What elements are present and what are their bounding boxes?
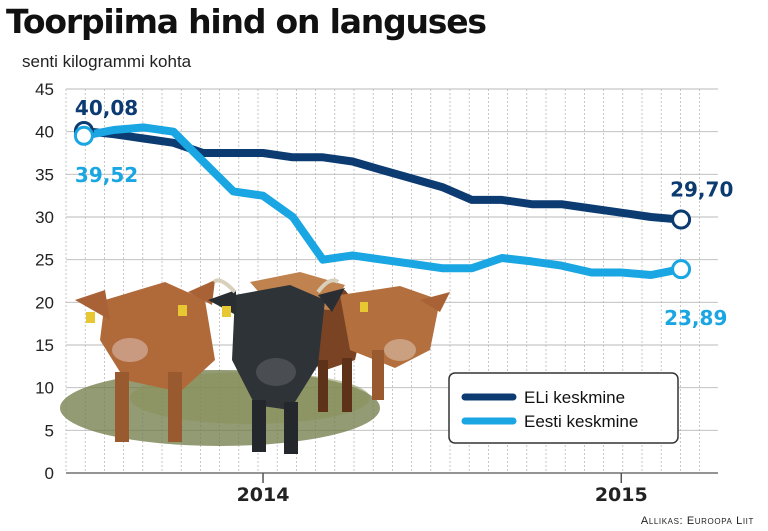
y-tick-label: 45: [35, 80, 54, 99]
series-marker: [73, 125, 94, 146]
series-lines: [79, 123, 686, 279]
y-tick-label: 30: [35, 208, 54, 227]
series-marker: [671, 209, 692, 230]
y-tick-label: 10: [35, 379, 54, 398]
chart-title: Toorpiima hind on languses: [6, 2, 487, 41]
series-end-markers: [73, 120, 692, 280]
legend-label-eu: ELi keskmine: [524, 388, 625, 407]
legend-box: [448, 372, 679, 444]
series-marker: [671, 259, 692, 280]
y-tick-label: 25: [35, 251, 54, 270]
x-axis-ticks: 2014 2015: [237, 473, 648, 506]
value-labels: 40,08 39,52 29,70 23,89: [75, 96, 733, 330]
y-tick-label: 15: [35, 336, 54, 355]
y-tick-label: 5: [45, 421, 54, 440]
x-tick-label: 2014: [237, 484, 290, 506]
series-line-1: [79, 123, 686, 279]
source-note: Allikas: Euroopa Liit: [640, 515, 754, 527]
legend-label-est: Eesti keskmine: [524, 412, 638, 431]
x-tick-label: 2015: [595, 484, 648, 506]
y-axis-label: senti kilogrammi kohta: [22, 52, 192, 71]
value-label: 23,89: [664, 306, 727, 330]
y-tick-label: 35: [35, 165, 54, 184]
y-tick-label: 0: [45, 464, 54, 483]
cattle-photo: [60, 272, 450, 454]
series-line-0: [79, 127, 686, 224]
value-label: 29,70: [670, 178, 733, 202]
value-label: 39,52: [75, 163, 138, 187]
y-tick-label: 20: [35, 293, 54, 312]
y-tick-label: 40: [35, 123, 54, 142]
value-label: 40,08: [75, 96, 138, 120]
legend: ELi keskmine Eesti keskmine: [448, 372, 679, 444]
y-axis-ticks: 0 5 10 15 20 25 30 35 40 45: [35, 80, 54, 483]
